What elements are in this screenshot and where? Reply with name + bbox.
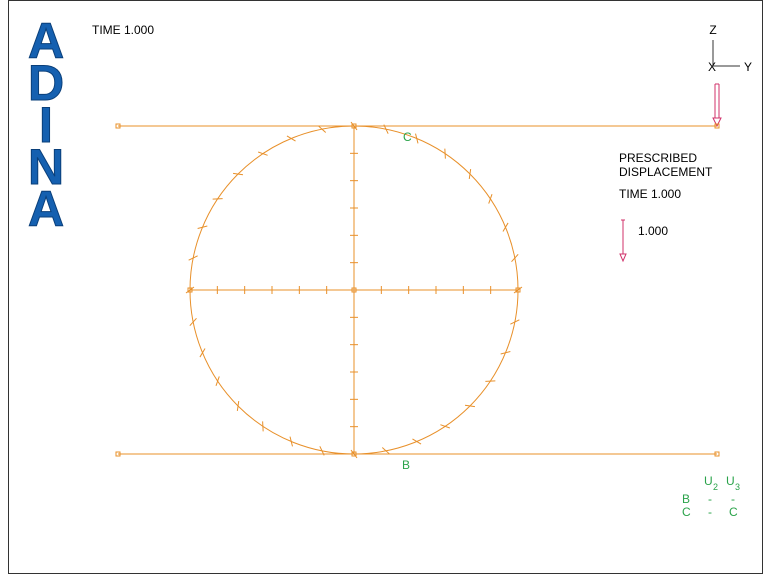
logo: A D I N A (27, 13, 64, 238)
ring-tick (350, 449, 358, 459)
ring-tick (511, 253, 519, 263)
ring-tick (319, 446, 325, 456)
ring-tick (412, 438, 422, 445)
node (714, 123, 720, 129)
hdr-letter: U (726, 474, 735, 488)
ring-tick (233, 172, 244, 176)
ring-tick (258, 151, 268, 156)
node (115, 123, 121, 129)
bc-table: U 2 U 3 B - - C - C (682, 474, 740, 519)
logo-letter: D (28, 55, 64, 111)
node (351, 451, 357, 457)
load-arrow (712, 83, 722, 128)
legend-line2: DISPLACEMENT (619, 165, 713, 179)
ring-tick (286, 135, 296, 142)
ring-tick (513, 286, 523, 294)
logo-letter: I (39, 97, 53, 153)
ring-tick (215, 376, 220, 386)
node (714, 451, 720, 457)
node (351, 287, 357, 293)
ring-tick (236, 400, 240, 411)
ring-tick (199, 348, 206, 358)
logo-letter: N (28, 139, 64, 195)
ring-tick (212, 198, 223, 200)
ring-tick (197, 225, 208, 229)
legend-time: TIME 1.000 (619, 187, 681, 201)
ring-tick (468, 169, 472, 180)
frame (8, 0, 763, 574)
y-label: Y (744, 60, 752, 74)
ring-tick (488, 194, 493, 204)
legend-line1: PRESCRIBED (619, 151, 697, 165)
logo-letter: A (28, 181, 64, 237)
node (515, 287, 521, 293)
hdr-sub: 3 (735, 482, 740, 492)
cell: - (731, 492, 735, 506)
cell: - (708, 505, 712, 519)
ring-tick (350, 121, 358, 131)
ring-tick (381, 447, 391, 455)
ring-tick (500, 351, 511, 355)
ring-tick (440, 424, 450, 429)
time-label: TIME 1.000 (92, 23, 154, 37)
node (115, 451, 121, 457)
cell: C (729, 505, 738, 519)
hdr-sub: 2 (713, 482, 718, 492)
mesh (115, 121, 720, 459)
ring-tick (289, 436, 293, 447)
ring-tick (485, 380, 496, 382)
ring-tick (510, 319, 520, 325)
ring-tick (189, 317, 197, 327)
label-bottom: B (402, 458, 410, 472)
ring-tick (415, 133, 419, 144)
ring-tick (188, 255, 198, 261)
ring-tick (185, 286, 195, 294)
node (187, 287, 193, 293)
ring-tick (502, 222, 509, 232)
label-top: C (403, 130, 412, 144)
ring-tick (262, 421, 264, 432)
cell: C (682, 505, 691, 519)
ring-tick (317, 125, 327, 133)
x-label: X (708, 60, 716, 74)
logo-letter: A (28, 13, 64, 69)
cell: B (682, 492, 690, 506)
legend-arrow (619, 219, 627, 263)
hdr-letter: U (704, 474, 713, 488)
triad: Z X Y (708, 23, 752, 74)
cell: - (708, 492, 712, 506)
ring-tick (444, 148, 446, 159)
node (351, 123, 357, 129)
z-label: Z (709, 23, 716, 37)
ring-tick (383, 124, 389, 134)
ring-tick (464, 404, 475, 408)
legend-magnitude: 1.000 (638, 224, 668, 238)
